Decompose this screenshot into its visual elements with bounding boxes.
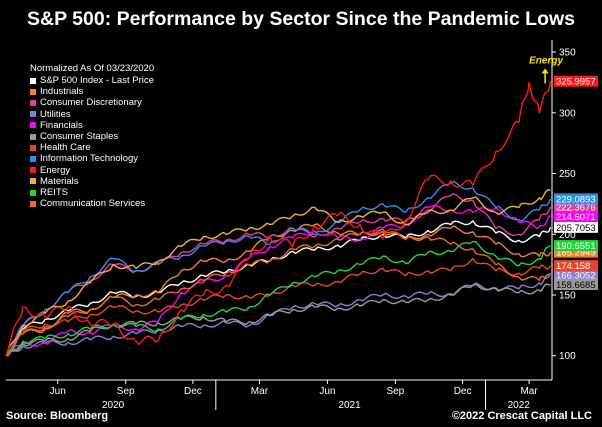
x-year-label: 2021	[338, 400, 361, 411]
legend-swatch	[30, 178, 36, 185]
y-tick-label: 300	[559, 108, 576, 119]
x-tick-label: Sep	[386, 386, 404, 397]
legend-label: Industrials	[40, 86, 84, 98]
source-label: Source: Bloomberg	[6, 410, 109, 422]
last-value-badge-health-care	[554, 260, 598, 272]
x-year-label: 2020	[102, 400, 125, 411]
legend-item: Materials	[30, 176, 177, 187]
last-value-label-consumer-staples: 158.6685	[556, 280, 596, 291]
series-line-utilities	[5, 273, 551, 357]
last-value-label-utilities: 166.3052	[556, 271, 596, 282]
legend-label: Health Care	[40, 142, 91, 154]
legend-swatch	[30, 88, 36, 95]
annotation-arrow-head	[541, 68, 549, 74]
x-tick-label: Jun	[50, 386, 66, 397]
last-value-label-health-care: 174.158	[556, 261, 590, 272]
last-value-badge-consumer-discretionary	[554, 201, 598, 213]
legend-swatch	[30, 144, 36, 151]
last-value-label-financials: 214.6071	[556, 212, 596, 223]
last-value-label-energy: 325.9957	[556, 77, 596, 88]
series-line-consumer-staples	[5, 283, 551, 357]
legend-label: Consumer Discretionary	[40, 97, 142, 109]
x-tick-label: Dec	[184, 386, 202, 397]
last-value-badge-s-p-500-index-last-price	[554, 221, 598, 233]
legend-item: Consumer Discretionary	[30, 97, 177, 108]
last-value-badge-industrials	[554, 246, 598, 258]
legend-item: S&P 500 Index - Last Price	[30, 75, 177, 86]
y-tick-label: 200	[559, 230, 576, 241]
legend-label: S&P 500 Index - Last Price	[40, 75, 154, 86]
legend-label: Communication Services	[40, 198, 146, 210]
last-value-badge-financials	[554, 211, 598, 223]
x-tick-label: Jun	[319, 386, 335, 397]
legend-swatch	[30, 156, 36, 163]
last-value-badge-consumer-staples	[554, 278, 598, 290]
legend-swatch	[30, 100, 36, 106]
legend-label: Utilities	[40, 108, 71, 120]
x-tick-label: Mar	[251, 386, 269, 397]
series-line-financials	[5, 205, 551, 357]
legend-item: Utilities	[30, 109, 177, 120]
series-line-health-care	[5, 257, 552, 357]
legend-header: Normalized As Of 03/23/2020	[30, 63, 155, 74]
legend-label: REITS	[40, 187, 68, 199]
chart-title: S&P 500: Performance by Sector Since the…	[26, 8, 575, 30]
legend-label: Materials	[40, 175, 79, 187]
legend-item: Industrials	[30, 86, 177, 97]
x-tick-label: Sep	[117, 386, 135, 397]
series-line-materials	[5, 189, 551, 356]
legend-swatch	[30, 167, 36, 174]
series-line-s-p-500-index-last-price	[5, 220, 552, 357]
last-value-label-s-p-500-index-last-price: 205.7053	[556, 223, 596, 234]
y-tick-label: 150	[559, 290, 576, 301]
legend-item: Energy	[30, 165, 177, 176]
legend-label: Energy	[40, 164, 71, 176]
legend-item: Financials	[30, 120, 177, 131]
series-line-communication-services	[5, 228, 552, 357]
y-tick-label: 250	[559, 169, 576, 180]
legend-swatch	[30, 200, 36, 207]
last-value-badge-reits	[554, 240, 598, 252]
x-tick-label: Dec	[454, 386, 472, 397]
chart-legend: Normalized As Of 03/23/2020 S&P 500 Inde…	[26, 61, 181, 213]
last-value-label-industrials: 185.2949	[556, 248, 596, 259]
x-tick-label: Mar	[520, 386, 538, 397]
legend-items: S&P 500 Index - Last Price Industrials Con…	[30, 75, 177, 209]
legend-swatch	[30, 133, 36, 140]
last-value-badge-information-technology	[554, 193, 598, 205]
legend-label: Financials	[40, 119, 83, 131]
legend-item: Information Technology	[30, 153, 177, 164]
legend-item: Health Care	[30, 142, 177, 153]
legend-swatch	[30, 111, 36, 118]
last-value-badge-utilities	[554, 269, 598, 281]
x-year-label: 2022	[508, 400, 531, 411]
last-value-label-consumer-discretionary: 222.3676	[556, 203, 596, 214]
energy-annotation: Energy	[529, 55, 563, 66]
legend-swatch	[30, 189, 36, 196]
legend-item: REITS	[30, 187, 177, 198]
legend-item: Communication Services	[30, 198, 177, 209]
y-tick-label: 100	[559, 351, 576, 362]
legend-label: Consumer Staples	[40, 131, 119, 143]
legend-swatch	[30, 122, 36, 129]
series-line-energy	[5, 81, 552, 356]
legend-swatch	[30, 77, 36, 84]
last-value-badge-energy	[554, 75, 598, 87]
legend-item: Consumer Staples	[30, 131, 177, 142]
last-value-label-reits: 190.6551	[556, 241, 596, 252]
copyright-label: ©2022 Crescat Capital LLC	[451, 410, 592, 422]
legend-label: Information Technology	[40, 153, 139, 165]
y-tick-label: 350	[559, 48, 576, 59]
last-value-label-information-technology: 229.0893	[556, 194, 596, 205]
series-line-consumer-discretionary	[5, 192, 552, 357]
